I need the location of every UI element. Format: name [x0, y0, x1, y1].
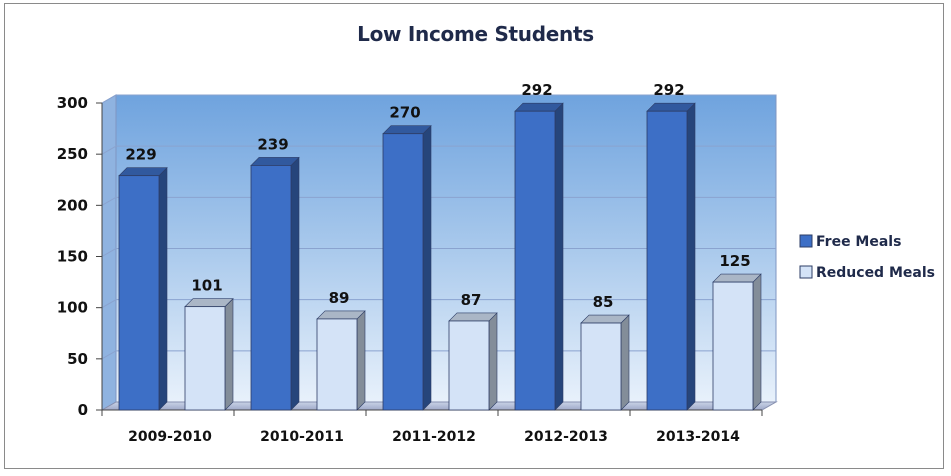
- y-tick-label: 0: [78, 401, 88, 419]
- x-category-label: 2010-2011: [260, 429, 344, 445]
- data-label: 85: [593, 293, 614, 311]
- gridline: [101, 94, 776, 104]
- bar-top: [316, 310, 366, 320]
- bar-free-meals-2013-2014: [646, 102, 696, 411]
- bar-front: [382, 133, 424, 411]
- bar-front: [448, 320, 490, 411]
- bar-reduced-meals-2013-2014: [712, 273, 762, 411]
- data-label: 239: [257, 135, 288, 153]
- bar-side: [620, 314, 630, 411]
- bar-side: [554, 102, 564, 411]
- bar-top: [184, 298, 234, 307]
- data-label: 229: [125, 146, 156, 164]
- bar-top: [382, 125, 432, 134]
- x-category-label: 2011-2012: [392, 429, 476, 445]
- data-label: 270: [389, 104, 420, 122]
- bar-front: [184, 306, 226, 411]
- bar-side: [356, 310, 366, 411]
- bar-front: [118, 175, 160, 411]
- y-tick-label: 300: [57, 94, 88, 112]
- chart-title: Low Income Students: [357, 22, 594, 46]
- data-label: 89: [329, 289, 350, 307]
- bar-front: [316, 318, 358, 411]
- bar-top: [250, 157, 300, 166]
- bar-front: [646, 110, 688, 411]
- bar-reduced-meals-2009-2010: [184, 297, 234, 411]
- data-label: 125: [719, 252, 750, 270]
- legend-swatch: [799, 234, 813, 248]
- bar-front: [580, 322, 622, 411]
- bar-top: [580, 314, 630, 324]
- x-category-label: 2009-2010: [128, 429, 212, 445]
- y-tick-label: 200: [57, 196, 88, 214]
- bar-side: [686, 102, 696, 411]
- data-label: 292: [521, 81, 552, 99]
- y-tick-label: 100: [57, 299, 88, 317]
- legend-label: Free Meals: [816, 234, 901, 250]
- bar-free-meals-2011-2012: [382, 124, 432, 411]
- legend-label: Reduced Meals: [816, 265, 935, 281]
- x-category-label: 2012-2013: [524, 429, 608, 445]
- bar-free-meals-2012-2013: [514, 102, 564, 411]
- bar-top: [448, 312, 498, 322]
- bar-top: [118, 167, 168, 176]
- bar-side: [752, 273, 762, 411]
- bar-side: [422, 124, 432, 411]
- bar-side: [224, 297, 234, 411]
- bar-top: [514, 102, 564, 112]
- bar-free-meals-2009-2010: [118, 166, 168, 411]
- bar-side: [488, 312, 498, 411]
- data-label: 292: [653, 81, 684, 99]
- bar-top: [646, 102, 696, 112]
- bar-front: [514, 110, 556, 411]
- bar-front: [250, 165, 292, 411]
- bar-reduced-meals-2012-2013: [580, 314, 630, 411]
- y-tick-label: 150: [57, 248, 88, 266]
- bar-top: [712, 273, 762, 283]
- bar-side: [290, 156, 300, 411]
- bar-side: [158, 166, 168, 411]
- bar-reduced-meals-2010-2011: [316, 310, 366, 411]
- bar-front: [712, 281, 754, 411]
- data-label: 101: [191, 277, 222, 295]
- bar-reduced-meals-2011-2012: [448, 312, 498, 411]
- bar-free-meals-2010-2011: [250, 156, 300, 411]
- y-tick-label: 250: [57, 145, 88, 163]
- legend-swatch: [799, 265, 813, 279]
- y-tick-label: 50: [67, 350, 88, 368]
- x-category-label: 2013-2014: [656, 429, 740, 445]
- data-label: 87: [461, 291, 482, 309]
